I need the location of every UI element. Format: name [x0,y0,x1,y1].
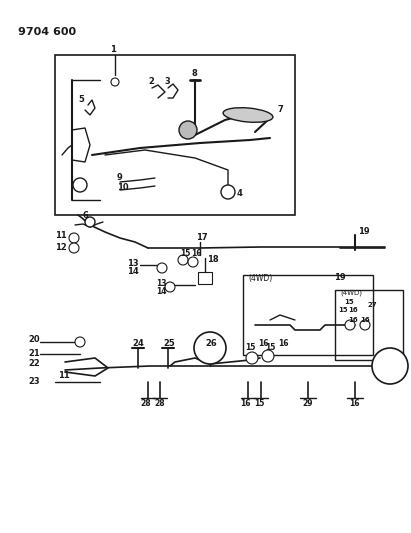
Text: 16: 16 [258,340,268,349]
Ellipse shape [223,108,273,122]
Circle shape [165,282,175,292]
Text: 9: 9 [117,173,123,182]
Text: 23: 23 [28,377,39,386]
Text: 16: 16 [349,399,360,408]
Circle shape [246,352,258,364]
Bar [55,55,295,215]
Text: 14: 14 [156,287,166,296]
Text: 20: 20 [28,335,39,344]
Text: 3: 3 [164,77,170,86]
Text: 1: 1 [110,45,116,54]
Text: 7: 7 [277,106,283,115]
Text: (4WD): (4WD) [248,273,272,282]
Text: 13: 13 [156,279,166,287]
Text: 11: 11 [58,370,70,379]
Text: 16: 16 [278,340,289,349]
Circle shape [157,263,167,273]
Text: 13: 13 [127,259,139,268]
Text: 11: 11 [55,230,67,239]
Circle shape [372,348,408,384]
Circle shape [69,243,79,253]
Text: 8: 8 [191,69,197,78]
Text: 26: 26 [205,338,217,348]
Text: 15: 15 [180,248,190,257]
Text: 15: 15 [338,307,348,313]
Circle shape [194,332,226,364]
Text: 10: 10 [117,182,129,191]
Text: 2: 2 [148,77,154,86]
Text: 28: 28 [154,399,165,408]
Text: 16: 16 [240,399,250,408]
Text: 24: 24 [132,340,144,349]
Bar [198,272,212,284]
Text: 28: 28 [140,399,150,408]
Text: (4WD): (4WD) [340,290,362,296]
Circle shape [69,233,79,243]
Text: 6: 6 [82,212,88,221]
Circle shape [85,217,95,227]
Text: 15: 15 [265,343,275,352]
Text: 16: 16 [191,248,201,257]
Text: 15: 15 [254,399,264,408]
Circle shape [360,320,370,330]
Text: 19: 19 [358,228,369,237]
Bar [243,275,373,355]
Text: 12: 12 [55,243,67,252]
Circle shape [75,337,85,347]
Text: 15: 15 [344,299,353,305]
Circle shape [221,185,235,199]
Text: 18: 18 [207,255,219,264]
Text: 15: 15 [245,343,255,352]
Text: 14: 14 [127,268,139,277]
Circle shape [73,178,87,192]
Text: 4: 4 [237,190,243,198]
Text: 9704 600: 9704 600 [18,27,76,37]
Text: 17: 17 [196,233,208,243]
Circle shape [188,257,198,267]
Text: 21: 21 [28,349,40,358]
Text: 25: 25 [163,338,175,348]
Circle shape [178,255,188,265]
Circle shape [345,320,355,330]
Text: 16: 16 [348,307,358,313]
Circle shape [111,78,119,86]
Text: 5: 5 [78,95,84,104]
Circle shape [262,350,274,362]
Text: 27: 27 [368,302,378,308]
Text: 16: 16 [348,317,358,323]
Text: 22: 22 [28,359,40,367]
Bar [335,290,403,360]
Text: 19: 19 [334,273,346,282]
Text: 16: 16 [360,317,369,323]
Circle shape [179,121,197,139]
Text: 29: 29 [302,399,312,408]
